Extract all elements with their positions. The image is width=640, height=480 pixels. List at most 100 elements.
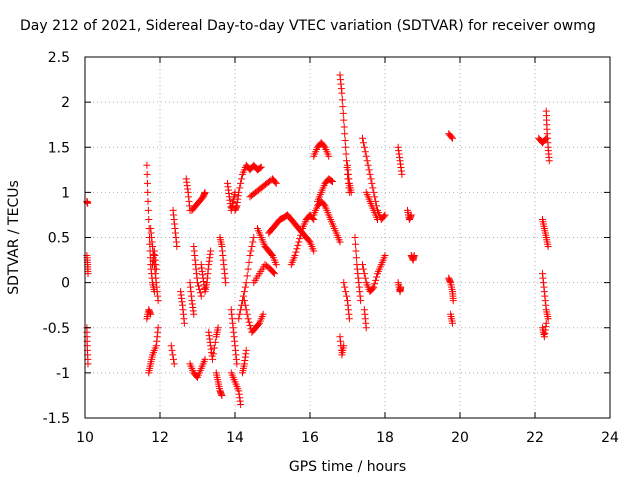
data-point — [361, 274, 369, 282]
data-point — [542, 319, 550, 327]
data-point — [194, 279, 201, 287]
y-tick-label: 2 — [61, 95, 70, 111]
data-point — [365, 166, 373, 174]
x-tick-label: 14 — [226, 430, 244, 446]
data-point — [329, 178, 336, 186]
data-point — [197, 292, 205, 300]
x-tick-label: 10 — [76, 430, 94, 446]
y-tick-label: 2.5 — [48, 50, 70, 66]
data-point — [196, 289, 204, 297]
data-point — [270, 270, 278, 278]
data-point — [368, 179, 376, 187]
data-point — [295, 238, 303, 246]
data-point — [340, 123, 348, 131]
data-point — [359, 139, 367, 147]
data-point — [359, 134, 366, 142]
data-point — [241, 301, 249, 309]
data-point — [340, 279, 348, 287]
data-point — [168, 346, 176, 354]
data-point — [245, 318, 253, 326]
data-point — [144, 197, 152, 205]
data-point — [147, 310, 155, 318]
data-point — [144, 188, 152, 196]
data-point — [449, 297, 457, 305]
data-point — [249, 238, 257, 246]
data-point — [339, 109, 347, 117]
data-point — [343, 157, 351, 165]
y-tick-label: 1.5 — [48, 140, 70, 156]
data-point — [341, 136, 349, 144]
data-point — [371, 280, 379, 288]
data-point — [246, 252, 254, 260]
data-point — [381, 211, 389, 219]
x-axis-label: GPS time / hours — [289, 459, 406, 475]
data-point — [371, 193, 379, 201]
data-point — [342, 288, 350, 296]
x-tick-label: 20 — [451, 430, 469, 446]
data-point — [381, 252, 389, 260]
data-point — [291, 252, 299, 260]
data-point — [170, 355, 177, 363]
data-point — [250, 234, 258, 241]
data-point — [362, 324, 370, 332]
data-point — [342, 150, 350, 158]
data-point — [210, 344, 218, 352]
data-point — [310, 247, 318, 255]
data-point — [362, 152, 370, 160]
data-point — [352, 247, 360, 255]
data-point — [180, 319, 188, 327]
data-point — [397, 283, 405, 291]
data-point — [338, 96, 346, 104]
data-points — [83, 71, 553, 408]
data-point — [84, 270, 92, 278]
data-point — [170, 360, 178, 368]
data-point — [448, 133, 456, 141]
chart-title: Day 212 of 2021, Sidereal Day-to-day VTE… — [20, 18, 596, 34]
data-point — [154, 324, 162, 332]
data-point — [271, 178, 279, 186]
data-point — [410, 252, 418, 260]
data-point — [236, 310, 244, 318]
data-point — [449, 134, 456, 142]
data-point — [209, 355, 216, 363]
x-tick-label: 22 — [526, 430, 544, 446]
data-point — [269, 268, 277, 276]
data-point — [272, 261, 280, 269]
data-point — [201, 188, 209, 196]
data-point — [296, 235, 304, 243]
data-point — [339, 103, 347, 111]
data-point — [370, 283, 378, 291]
data-point — [369, 284, 377, 292]
data-point — [154, 297, 162, 305]
data-point — [357, 297, 365, 305]
data-point — [352, 254, 360, 262]
data-point — [237, 400, 245, 408]
data-point — [347, 188, 355, 196]
data-point — [351, 240, 359, 248]
x-tick-label: 12 — [151, 430, 169, 446]
data-point — [374, 215, 381, 223]
data-point — [233, 360, 241, 368]
y-tick-label: -1 — [56, 366, 70, 382]
data-point — [361, 148, 369, 156]
data-point — [325, 152, 333, 160]
data-point — [209, 350, 217, 358]
data-point — [398, 170, 406, 178]
data-point — [292, 248, 300, 256]
data-point — [272, 179, 280, 187]
data-point — [211, 338, 219, 346]
data-point — [544, 315, 552, 323]
y-tick-label: -1.5 — [43, 411, 70, 427]
data-point — [298, 228, 306, 236]
data-point — [366, 170, 374, 178]
data-point — [359, 265, 367, 273]
data-point — [359, 261, 366, 269]
data-point — [407, 211, 415, 219]
y-axis-ticks: 2.5 2 1.5 1 0.5 0 -0.5 -1 -1.5 — [43, 50, 610, 427]
data-point — [351, 234, 359, 241]
data-point — [245, 258, 253, 266]
data-point — [293, 245, 301, 253]
data-point — [240, 288, 248, 296]
data-point — [169, 351, 177, 359]
